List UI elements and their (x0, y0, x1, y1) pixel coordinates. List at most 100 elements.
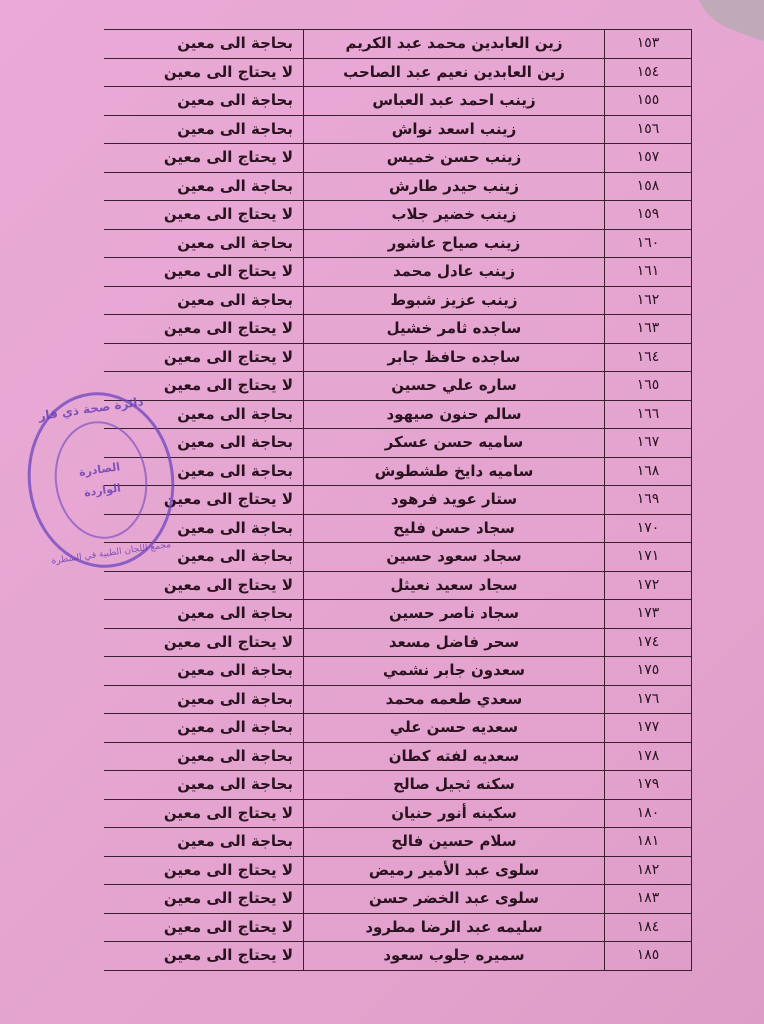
table-row: ١٧١ سجاد سعود حسين بحاجة الى معين (104, 542, 692, 572)
table-row: ١٧٤ سحر فاضل مسعد لا يحتاج الى معين (104, 627, 692, 657)
table-row: ١٧٨ سعديه لفته كطان بحاجة الى معين (104, 741, 692, 771)
person-name: سعدي طعمه محمد (303, 684, 605, 714)
assistance-status: بحاجة الى معين (104, 770, 304, 800)
table-row: ١٦٧ ساميه حسن عسكر بحاجة الى معين (104, 428, 692, 458)
row-number: ١٧٦ (604, 684, 692, 714)
person-name: سكنه ثجيل صالح (303, 770, 605, 800)
person-name: سجاد حسن فليح (303, 513, 605, 543)
person-name: زينب حيدر طارش (303, 171, 605, 201)
person-name: زينب عادل محمد (303, 257, 605, 287)
row-number: ١٦٠ (604, 228, 692, 258)
assistance-status: لا يحتاج الى معين (104, 570, 304, 600)
table-row: ١٦٠ زينب صياح عاشور بحاجة الى معين (104, 228, 692, 258)
table-row: ١٨٢ سلوى عبد الأمير رميض لا يحتاج الى معين (104, 855, 692, 885)
table-row: ١٧٩ سكنه ثجيل صالح بحاجة الى معين (104, 770, 692, 800)
row-number: ١٧٠ (604, 513, 692, 543)
person-name: سجاد سعود حسين (303, 542, 605, 572)
stamp-inner-ring: الصادرة الواردة (47, 415, 155, 545)
row-number: ١٨٤ (604, 912, 692, 942)
person-name: سعديه حسن علي (303, 713, 605, 743)
table-row: ١٧٠ سجاد حسن فليح بحاجة الى معين (104, 513, 692, 543)
assistance-status: بحاجة الى معين (104, 171, 304, 201)
person-name: سالم حنون صيهود (303, 399, 605, 429)
person-name: سلوى عبد الأمير رميض (303, 855, 605, 885)
table-row: ١٥٣ زين العابدين محمد عبد الكريم بحاجة الى… (104, 29, 692, 59)
assistance-status: بحاجة الى معين (104, 428, 304, 458)
table-row: ١٧٢ سجاد سعيد نعيثل لا يحتاج الى معين (104, 570, 692, 600)
person-name: ساجده ثامر خشيل (303, 314, 605, 344)
row-number: ١٥٤ (604, 57, 692, 87)
person-name: سليمه عبد الرضا مطرود (303, 912, 605, 942)
assistance-status: بحاجة الى معين (104, 656, 304, 686)
row-number: ١٥٣ (604, 29, 692, 59)
person-name: سعدون جابر نشمي (303, 656, 605, 686)
assistance-status: لا يحتاج الى معين (104, 627, 304, 657)
person-name: زين العابدين نعيم عبد الصاحب (303, 57, 605, 87)
person-name: زينب حسن خميس (303, 143, 605, 173)
assistance-status: لا يحتاج الى معين (104, 912, 304, 942)
row-number: ١٧٣ (604, 599, 692, 629)
stamp-line-incoming: الواردة (83, 481, 122, 500)
assistance-status: لا يحتاج الى معين (104, 314, 304, 344)
row-number: ١٨٢ (604, 855, 692, 885)
assistance-status: بحاجة الى معين (104, 86, 304, 116)
person-name: سلوى عبد الخضر حسن (303, 884, 605, 914)
table-row: ١٧٣ سجاد ناصر حسين بحاجة الى معين (104, 599, 692, 629)
assistance-status: بحاجة الى معين (104, 713, 304, 743)
row-number: ١٦٦ (604, 399, 692, 429)
row-number: ١٨٠ (604, 798, 692, 828)
table-row: ١٧٧ سعديه حسن علي بحاجة الى معين (104, 713, 692, 743)
table-row: ١٧٥ سعدون جابر نشمي بحاجة الى معين (104, 656, 692, 686)
row-number: ١٧٩ (604, 770, 692, 800)
row-number: ١٨٥ (604, 941, 692, 971)
table-row: ١٧٦ سعدي طعمه محمد بحاجة الى معين (104, 684, 692, 714)
person-name: ساره علي حسين (303, 371, 605, 401)
row-number: ١٧٧ (604, 713, 692, 743)
assistance-status: بحاجة الى معين (104, 228, 304, 258)
table-row: ١٦٨ ساميه دايخ طشطوش بحاجة الى معين (104, 456, 692, 486)
person-name: ستار عويد فرهود (303, 485, 605, 515)
person-name: سميره جلوب سعود (303, 941, 605, 971)
person-name: زين العابدين محمد عبد الكريم (303, 29, 605, 59)
person-name: سعديه لفته كطان (303, 741, 605, 771)
assistance-status: بحاجة الى معين (104, 513, 304, 543)
assistance-status: بحاجة الى معين (104, 599, 304, 629)
person-name: زينب عزيز شبوط (303, 285, 605, 315)
row-number: ١٦١ (604, 257, 692, 287)
person-name: سجاد سعيد نعيثل (303, 570, 605, 600)
table-row: ١٦٥ ساره علي حسين لا يحتاج الى معين (104, 371, 692, 401)
stamp-line-outgoing: الصادرة (78, 460, 121, 479)
person-name: ساجده حافظ جابر (303, 342, 605, 372)
row-number: ١٥٩ (604, 200, 692, 230)
table-row: ١٨٤ سليمه عبد الرضا مطرود لا يحتاج الى معي… (104, 912, 692, 942)
row-number: ١٥٥ (604, 86, 692, 116)
assistance-status: بحاجة الى معين (104, 827, 304, 857)
row-number: ١٨٣ (604, 884, 692, 914)
row-number: ١٦٣ (604, 314, 692, 344)
table-row: ١٥٧ زينب حسن خميس لا يحتاج الى معين (104, 143, 692, 173)
person-name: زينب احمد عبد العباس (303, 86, 605, 116)
row-number: ١٥٧ (604, 143, 692, 173)
person-name: سكينه أنور حنيان (303, 798, 605, 828)
row-number: ١٦٥ (604, 371, 692, 401)
person-name: زينب خضير جلاب (303, 200, 605, 230)
assistance-status: لا يحتاج الى معين (104, 485, 304, 515)
person-name: سجاد ناصر حسين (303, 599, 605, 629)
table-row: ١٨٠ سكينه أنور حنيان لا يحتاج الى معين (104, 798, 692, 828)
table-row: ١٨٥ سميره جلوب سعود لا يحتاج الى معين (104, 941, 692, 971)
person-name: سلام حسين فالح (303, 827, 605, 857)
assistance-status: لا يحتاج الى معين (104, 143, 304, 173)
table-row: ١٥٦ زينب اسعد نواش بحاجة الى معين (104, 114, 692, 144)
person-name: ساميه حسن عسكر (303, 428, 605, 458)
table-row: ١٦٣ ساجده ثامر خشيل لا يحتاج الى معين (104, 314, 692, 344)
row-number: ١٦٢ (604, 285, 692, 315)
row-number: ١٦٤ (604, 342, 692, 372)
table-row: ١٥٥ زينب احمد عبد العباس بحاجة الى معين (104, 86, 692, 116)
row-number: ١٧٨ (604, 741, 692, 771)
stamp-top-text: دائرة صحة ذي قار (37, 394, 145, 423)
table-row: ١٦١ زينب عادل محمد لا يحتاج الى معين (104, 257, 692, 287)
assistance-status: بحاجة الى معين (104, 741, 304, 771)
assistance-status: بحاجة الى معين (104, 684, 304, 714)
assistance-status: لا يحتاج الى معين (104, 798, 304, 828)
table-row: ١٨٣ سلوى عبد الخضر حسن لا يحتاج الى معين (104, 884, 692, 914)
